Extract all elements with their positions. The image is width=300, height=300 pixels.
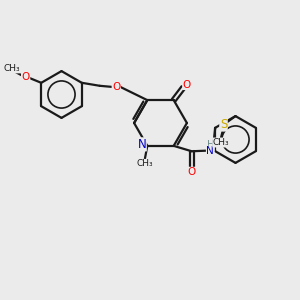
Text: CH₃: CH₃ [136,159,153,168]
Text: CH₃: CH₃ [213,138,230,147]
Text: O: O [112,82,120,92]
Text: N: N [206,146,214,156]
Text: O: O [188,167,196,177]
Text: CH₃: CH₃ [3,64,20,73]
Text: O: O [22,72,30,82]
Text: H: H [207,140,214,150]
Text: S: S [220,118,227,131]
Text: O: O [183,80,191,89]
Text: N: N [137,138,146,151]
